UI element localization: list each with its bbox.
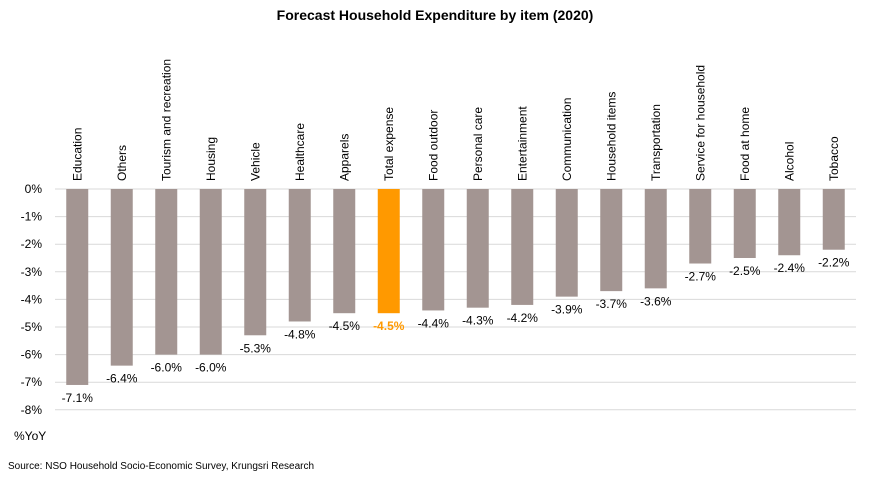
data-label: -2.4% <box>774 261 806 275</box>
bar <box>110 189 133 366</box>
bar <box>199 189 222 355</box>
data-label: -3.9% <box>551 303 583 317</box>
data-label: -4.2% <box>507 311 539 325</box>
category-label: Total expense <box>382 107 396 181</box>
category-label: Tobacco <box>827 136 841 181</box>
category-label: Tourism and recreation <box>159 59 173 181</box>
y-tick-label: 0% <box>25 182 43 196</box>
data-label: -7.1% <box>62 391 94 405</box>
category-label: Food at home <box>738 107 752 181</box>
bar <box>288 189 311 322</box>
bar <box>377 189 400 314</box>
bar <box>422 189 445 311</box>
data-label: -2.7% <box>685 270 717 284</box>
y-tick-label: -6% <box>21 348 43 362</box>
category-label: Transportation <box>649 104 663 181</box>
data-label: -6.4% <box>106 372 138 386</box>
category-label: Entertainment <box>515 106 529 181</box>
source-note: Source: NSO Household Socio-Economic Sur… <box>8 461 315 472</box>
category-label: Others <box>115 145 129 181</box>
y-tick-label: -1% <box>21 210 43 224</box>
data-label: -2.2% <box>818 256 850 270</box>
y-tick-label: -7% <box>21 375 43 389</box>
bar <box>733 189 756 258</box>
category-label: Household items <box>604 92 618 181</box>
data-label: -3.7% <box>596 297 628 311</box>
bar <box>66 189 89 385</box>
category-label: Alcohol <box>782 142 796 181</box>
bar <box>778 189 801 256</box>
bar <box>555 189 578 297</box>
y-axis-unit-label: %YoY <box>14 429 47 443</box>
category-label: Apparels <box>337 134 351 181</box>
bar <box>155 189 178 355</box>
y-tick-label: -3% <box>21 265 43 279</box>
bar <box>333 189 356 314</box>
category-label: Personal care <box>471 107 485 181</box>
category-label: Healthcare <box>293 123 307 181</box>
category-label: Education <box>70 128 84 181</box>
bar <box>644 189 667 289</box>
data-label: -4.5% <box>373 319 405 333</box>
data-label: -6.0% <box>151 361 183 375</box>
data-label: -3.6% <box>640 294 672 308</box>
y-tick-label: -2% <box>21 237 43 251</box>
bar <box>600 189 623 292</box>
data-label: -4.8% <box>284 327 316 341</box>
category-label: Vehicle <box>248 142 262 181</box>
data-label: -4.3% <box>462 314 494 328</box>
bar <box>466 189 489 308</box>
bar <box>689 189 712 264</box>
y-tick-label: -4% <box>21 292 43 306</box>
bar <box>244 189 267 336</box>
y-tick-label: -5% <box>21 320 43 334</box>
category-label: Service for household <box>693 65 707 181</box>
data-label: -4.5% <box>329 319 361 333</box>
category-label: Food outdoor <box>426 110 440 181</box>
data-label: -6.0% <box>195 361 227 375</box>
data-label: -5.3% <box>240 341 272 355</box>
bar <box>822 189 845 250</box>
category-label: Housing <box>204 137 218 181</box>
data-label: -2.5% <box>729 264 761 278</box>
y-tick-label: -8% <box>21 403 43 417</box>
category-label: Communication <box>560 98 574 181</box>
chart-title: Forecast Household Expenditure by item (… <box>276 7 594 23</box>
bar <box>511 189 534 305</box>
data-label: -4.4% <box>418 316 450 330</box>
